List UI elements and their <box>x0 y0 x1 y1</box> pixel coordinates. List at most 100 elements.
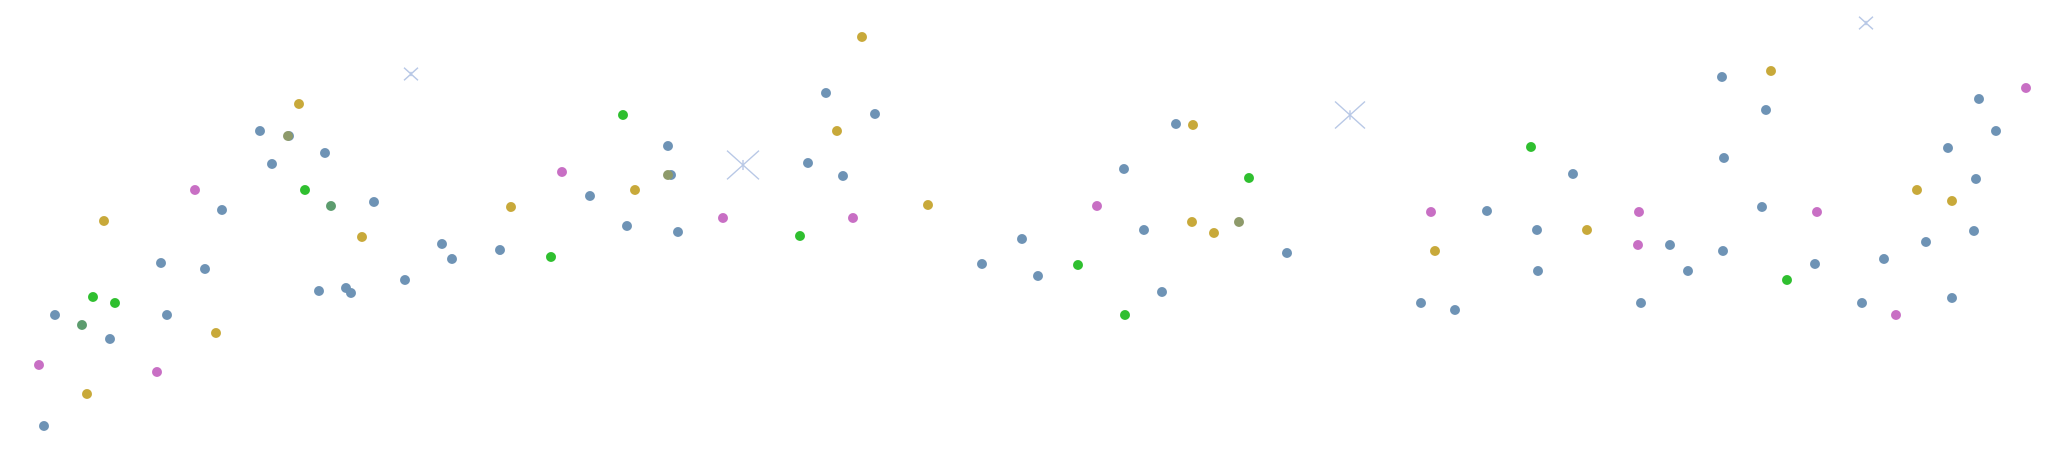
data-point-steel <box>217 205 227 215</box>
data-point-steel <box>1991 126 2001 136</box>
data-point-green <box>1244 173 1254 183</box>
data-point-gold <box>1187 217 1197 227</box>
data-point-steel <box>1119 164 1129 174</box>
data-point-gold <box>82 389 92 399</box>
data-point-steel <box>1921 237 1931 247</box>
data-point-green <box>618 110 628 120</box>
data-point-steel <box>1665 240 1675 250</box>
data-point-steel <box>1761 105 1771 115</box>
data-point-steel <box>314 286 324 296</box>
data-point-olive <box>663 170 673 180</box>
data-point-steel <box>1947 293 1957 303</box>
data-point-green <box>1782 275 1792 285</box>
data-point-steel <box>1971 174 1981 184</box>
data-point-steel <box>1810 259 1820 269</box>
data-point-green <box>110 298 120 308</box>
data-point-steel <box>267 159 277 169</box>
data-point-steel <box>821 88 831 98</box>
data-point-steel <box>200 264 210 274</box>
data-point-olive <box>283 131 293 141</box>
data-point-green <box>1526 142 1536 152</box>
data-point-steel <box>1533 266 1543 276</box>
data-point-magenta <box>1634 207 1644 217</box>
data-point-green <box>1073 260 1083 270</box>
data-point-gold <box>630 185 640 195</box>
data-point-steel <box>622 221 632 231</box>
data-point-steel <box>1969 226 1979 236</box>
data-point-magenta <box>152 367 162 377</box>
data-point-steel <box>1943 143 1953 153</box>
data-point-gold <box>1188 120 1198 130</box>
data-point-steel <box>838 171 848 181</box>
data-point-magenta <box>2021 83 2031 93</box>
star-marker <box>403 67 419 81</box>
data-point-steel <box>663 141 673 151</box>
data-point-green <box>1120 310 1130 320</box>
data-point-steel <box>156 258 166 268</box>
data-point-steel <box>255 126 265 136</box>
data-point-steel <box>1416 298 1426 308</box>
data-point-gold <box>857 32 867 42</box>
data-point-steel <box>585 191 595 201</box>
data-point-steel <box>1450 305 1460 315</box>
data-point-gold <box>1947 196 1957 206</box>
data-point-steel <box>1482 206 1492 216</box>
data-point-steel <box>1857 298 1867 308</box>
data-point-steel <box>1171 119 1181 129</box>
data-point-steel <box>1974 94 1984 104</box>
data-point-gold <box>357 232 367 242</box>
data-point-gold <box>1582 225 1592 235</box>
data-point-steel <box>1532 225 1542 235</box>
data-point-gold <box>1766 66 1776 76</box>
data-point-steel <box>1282 248 1292 258</box>
data-point-steel <box>1757 202 1767 212</box>
points-layer <box>34 16 2031 431</box>
data-point-steel <box>1718 246 1728 256</box>
data-point-magenta <box>557 167 567 177</box>
data-point-steel <box>1017 234 1027 244</box>
data-point-gold <box>294 99 304 109</box>
data-point-steel <box>50 310 60 320</box>
data-point-steel <box>1636 298 1646 308</box>
data-point-steel <box>1719 153 1729 163</box>
data-point-steel <box>1568 169 1578 179</box>
data-point-green <box>795 231 805 241</box>
data-point-steel <box>346 288 356 298</box>
data-point-gold <box>1209 228 1219 238</box>
data-point-steel <box>870 109 880 119</box>
data-point-steel <box>400 275 410 285</box>
data-point-steel <box>977 259 987 269</box>
data-point-magenta <box>190 185 200 195</box>
data-point-steel <box>673 227 683 237</box>
data-point-olive <box>1234 217 1244 227</box>
data-point-steel <box>1683 266 1693 276</box>
data-point-magenta <box>1426 207 1436 217</box>
data-point-steel <box>369 197 379 207</box>
data-point-steel <box>1879 254 1889 264</box>
data-point-green <box>546 252 556 262</box>
data-point-magenta <box>848 213 858 223</box>
data-point-steel <box>105 334 115 344</box>
data-point-gold <box>99 216 109 226</box>
data-point-gold <box>211 328 221 338</box>
data-point-magenta <box>718 213 728 223</box>
data-point-magenta <box>1812 207 1822 217</box>
data-point-steel <box>1033 271 1043 281</box>
data-point-steel <box>1139 225 1149 235</box>
data-point-gold <box>1912 185 1922 195</box>
star-marker <box>726 150 760 180</box>
data-point-green <box>88 292 98 302</box>
data-point-steel <box>39 421 49 431</box>
data-point-steel <box>447 254 457 264</box>
data-point-gold <box>832 126 842 136</box>
data-point-steel <box>162 310 172 320</box>
data-point-sage <box>326 201 336 211</box>
data-point-steel <box>1717 72 1727 82</box>
data-point-magenta <box>1633 240 1643 250</box>
data-point-magenta <box>1891 310 1901 320</box>
data-point-steel <box>437 239 447 249</box>
data-point-magenta <box>34 360 44 370</box>
star-marker <box>1858 16 1874 30</box>
data-point-steel <box>495 245 505 255</box>
